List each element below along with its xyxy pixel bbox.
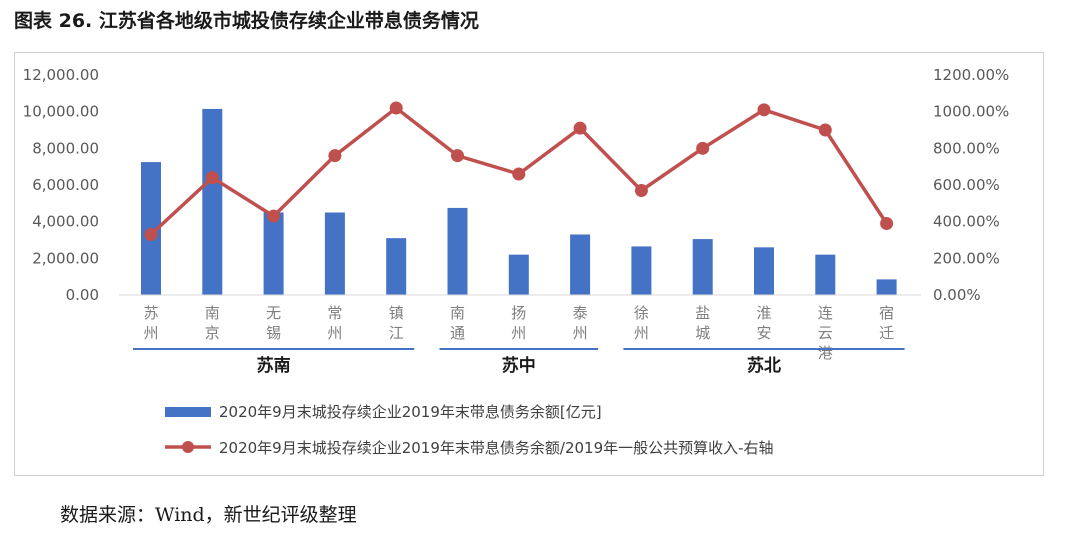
y-right-tick-label: 1000.00% — [933, 103, 1009, 121]
y-left-tick-label: 0.00 — [66, 286, 99, 304]
bar — [386, 238, 407, 295]
bar — [202, 108, 223, 295]
x-tick-label: 京 — [205, 324, 220, 342]
bar — [815, 254, 836, 295]
ratio-point — [144, 228, 158, 241]
x-tick-label: 州 — [634, 324, 649, 342]
legend-bar-label: 2020年9月末城投存续企业2019年末带息债务余额[亿元] — [219, 403, 602, 421]
bar — [631, 246, 652, 295]
y-right-tick-label: 600.00% — [933, 176, 1000, 194]
y-right-tick-label: 200.00% — [933, 249, 1000, 267]
bar — [324, 212, 345, 295]
bar — [570, 234, 591, 295]
ratio-point — [696, 141, 710, 155]
chart-frame: 0.00 2,000.00 4,000.00 6,000.00 8,000.00 10,0… — [14, 52, 1044, 476]
x-tick-label: 州 — [573, 324, 588, 342]
ratio-point — [818, 123, 832, 137]
figure-title: 图表 26. 江苏省各地级市城投债存续企业带息债务情况 — [14, 10, 479, 32]
group-label: 苏中 — [502, 355, 536, 376]
ratio-point — [205, 171, 219, 185]
bar — [447, 207, 468, 295]
group-label: 苏北 — [747, 355, 781, 376]
ratio-point — [451, 149, 464, 163]
y-left-tick-label: 6,000.00 — [32, 176, 99, 194]
x-tick-label: 江 — [389, 324, 404, 342]
y-left-tick-label: 2,000.00 — [32, 249, 99, 267]
x-tick-label: 无 — [266, 304, 281, 322]
bar — [754, 247, 774, 295]
x-tick-label: 苏 — [143, 304, 158, 322]
bar — [876, 279, 897, 295]
x-tick-label: 迁 — [879, 324, 894, 342]
y-left-tick-label: 4,000.00 — [32, 213, 99, 231]
y-left-tick-label: 8,000.00 — [32, 139, 99, 157]
x-tick-label: 南 — [450, 304, 465, 322]
y-right-tick-label: 0.00% — [933, 286, 981, 304]
ratio-point — [328, 149, 342, 163]
legend-line-marker — [182, 441, 194, 453]
x-tick-label: 云 — [818, 324, 833, 342]
legend-bar-swatch — [165, 407, 211, 417]
x-tick-label: 淮 — [756, 304, 771, 322]
ratio-point — [634, 184, 648, 197]
x-tick-label: 锡 — [266, 324, 281, 342]
x-tick-label: 港 — [818, 344, 833, 362]
x-tick-label: 扬 — [511, 304, 526, 322]
bar — [508, 254, 529, 295]
x-tick-label: 徐 — [634, 304, 649, 322]
ratio-point — [573, 121, 587, 135]
x-tick-label: 宿 — [879, 304, 894, 322]
ratio-point — [389, 101, 403, 115]
group-label: 苏南 — [257, 355, 291, 376]
y-right-tick-label: 800.00% — [933, 139, 1000, 157]
x-tick-label: 城 — [695, 324, 710, 342]
x-tick-label: 南 — [205, 304, 220, 322]
x-tick-label: 州 — [327, 324, 342, 342]
x-tick-label: 通 — [450, 324, 465, 342]
y-left-tick-label: 12,000.00 — [23, 66, 99, 84]
bar — [263, 212, 284, 295]
x-tick-label: 州 — [143, 324, 158, 342]
chart: 0.00 2,000.00 4,000.00 6,000.00 8,000.00 10,0… — [23, 66, 1010, 457]
ratio-point — [267, 209, 281, 223]
x-tick-label: 泰 — [573, 304, 588, 322]
x-tick-label: 州 — [511, 324, 526, 342]
y-right-tick-label: 1200.00% — [933, 66, 1009, 84]
legend-line-label: 2020年9月末城投存续企业2019年末带息债务余额/2019年一般公共预算收入… — [219, 439, 774, 457]
bar — [692, 239, 713, 295]
x-tick-label: 连 — [818, 304, 833, 322]
x-tick-label: 镇 — [389, 304, 404, 322]
y-left-tick-label: 10,000.00 — [23, 103, 99, 121]
source-note: 数据来源：Wind，新世纪评级整理 — [60, 504, 357, 526]
ratio-point — [880, 217, 894, 230]
y-right-tick-label: 400.00% — [933, 213, 1000, 231]
ratio-point — [757, 103, 771, 117]
x-tick-label: 安 — [756, 324, 771, 342]
ratio-point — [512, 167, 526, 181]
x-tick-label: 盐 — [695, 304, 710, 322]
x-tick-label: 常 — [327, 304, 342, 322]
